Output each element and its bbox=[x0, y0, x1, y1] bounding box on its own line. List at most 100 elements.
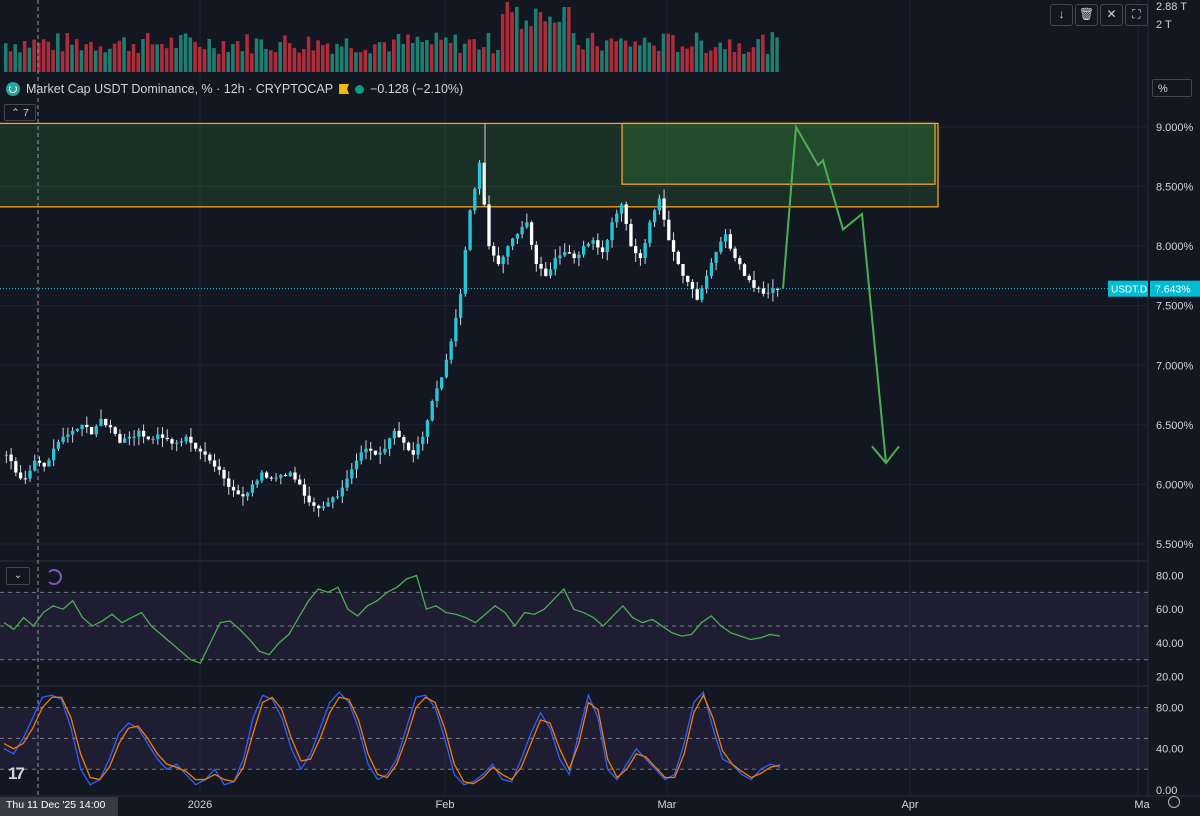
candle-body bbox=[723, 234, 728, 242]
volume-bar bbox=[8, 51, 13, 72]
candle-body bbox=[317, 505, 321, 509]
candle-body bbox=[170, 439, 174, 444]
volume-bar bbox=[420, 42, 424, 72]
candle-body bbox=[227, 478, 231, 487]
demand-zone-large bbox=[0, 122, 939, 208]
chevron-up-icon: ⌃ bbox=[11, 106, 20, 119]
candle-body bbox=[449, 341, 453, 360]
volume-bar bbox=[713, 47, 718, 72]
volume-bar bbox=[439, 39, 443, 72]
volume-bar bbox=[486, 32, 491, 72]
volume-bar bbox=[685, 48, 689, 72]
candle-body bbox=[662, 198, 666, 220]
volume-bar bbox=[543, 21, 547, 72]
time-tick-label: 2026 bbox=[188, 799, 212, 811]
time-tick-label: Feb bbox=[436, 799, 455, 811]
volume-bar bbox=[751, 47, 756, 72]
volume-bar bbox=[576, 44, 581, 72]
volume-bar bbox=[415, 36, 420, 72]
candle-body bbox=[369, 448, 373, 451]
volume-bar bbox=[273, 52, 278, 72]
volume-bar bbox=[193, 41, 197, 72]
volume-bar bbox=[37, 43, 41, 72]
settings-gear-icon[interactable] bbox=[1168, 796, 1180, 808]
indicators-toggle[interactable]: ⌃ 7 bbox=[4, 104, 36, 121]
volume-bar bbox=[619, 38, 623, 72]
flag-icon[interactable] bbox=[339, 84, 350, 94]
volume-bar bbox=[368, 53, 372, 72]
candle-body bbox=[667, 219, 671, 241]
last-price-label: 7.643% bbox=[1155, 284, 1191, 296]
candle-body bbox=[61, 436, 65, 442]
candle-body bbox=[293, 472, 297, 480]
volume-bar bbox=[141, 39, 145, 72]
candle-body bbox=[728, 234, 732, 249]
volume-bar bbox=[557, 21, 562, 73]
volume-bar bbox=[638, 45, 642, 72]
volume-bar bbox=[515, 6, 519, 72]
candle-body bbox=[127, 436, 132, 439]
delete-icon[interactable]: 🗑 bbox=[1075, 4, 1098, 26]
candle-body bbox=[231, 486, 236, 491]
rsi-tick-label: 60.00 bbox=[1156, 604, 1184, 616]
tradingview-logo[interactable]: 17 bbox=[8, 764, 25, 783]
close-icon[interactable]: ✕ bbox=[1100, 4, 1123, 26]
candle-body bbox=[80, 424, 84, 430]
volume-bar bbox=[765, 53, 770, 72]
candle-body bbox=[392, 430, 397, 439]
candle-body bbox=[496, 255, 501, 265]
candle-body bbox=[634, 246, 638, 254]
candle-body bbox=[359, 452, 363, 461]
candle-body bbox=[563, 252, 567, 256]
maximize-icon[interactable]: ⛶ bbox=[1125, 4, 1148, 26]
volume-bar bbox=[250, 53, 254, 72]
candle-body bbox=[463, 249, 467, 294]
volume-bar bbox=[529, 26, 533, 72]
volume-bar bbox=[358, 52, 363, 72]
crosshair-date-tag bbox=[0, 797, 118, 816]
volume-bar bbox=[614, 41, 618, 72]
candle-body bbox=[468, 210, 472, 250]
candle-body bbox=[681, 264, 685, 276]
symbol-tag-label: USDT.D bbox=[1111, 285, 1147, 296]
move-down-icon[interactable]: ↓ bbox=[1050, 4, 1073, 26]
volume-bar bbox=[675, 52, 680, 72]
volume-bar bbox=[392, 39, 396, 72]
volume-bar bbox=[268, 50, 273, 72]
volume-tick-label: 2.88 T bbox=[1156, 1, 1187, 13]
volume-bar bbox=[595, 46, 599, 72]
stoch-tick-label: 40.00 bbox=[1156, 744, 1184, 756]
volume-bar bbox=[235, 41, 240, 72]
candle-body bbox=[104, 418, 108, 426]
candle-body bbox=[156, 434, 160, 440]
symbol-title[interactable]: Market Cap USDT Dominance, % · 12h · CRY… bbox=[26, 82, 334, 96]
crosshair-date-label: Thu 11 Dec '25 14:00 bbox=[6, 799, 105, 811]
candle-body bbox=[378, 452, 382, 455]
collapse-pane-button[interactable]: ⌄ bbox=[6, 567, 30, 585]
candle-body bbox=[179, 441, 184, 443]
volume-bar bbox=[732, 51, 737, 72]
candle-body bbox=[141, 430, 146, 437]
candle-body bbox=[671, 240, 676, 252]
sync-icon[interactable] bbox=[46, 569, 62, 585]
candle-body bbox=[212, 460, 217, 467]
candle-body bbox=[175, 442, 179, 444]
candle-body bbox=[695, 289, 699, 300]
candle-body bbox=[596, 240, 600, 248]
volume-bar bbox=[718, 42, 723, 72]
candle-body bbox=[458, 293, 463, 318]
candle-body bbox=[501, 256, 505, 265]
percent-scale-button[interactable]: % bbox=[1152, 79, 1192, 97]
volume-bar bbox=[79, 50, 84, 72]
volume-bar bbox=[699, 40, 704, 72]
volume-bar bbox=[65, 32, 70, 72]
candle-body bbox=[752, 280, 756, 288]
projection-arrowhead bbox=[871, 445, 900, 465]
candle-body bbox=[430, 401, 434, 421]
candle-body bbox=[643, 242, 647, 259]
volume-bar bbox=[472, 39, 476, 72]
volume-bar bbox=[775, 37, 779, 72]
volume-bar bbox=[198, 46, 202, 72]
candle-body bbox=[279, 474, 283, 478]
